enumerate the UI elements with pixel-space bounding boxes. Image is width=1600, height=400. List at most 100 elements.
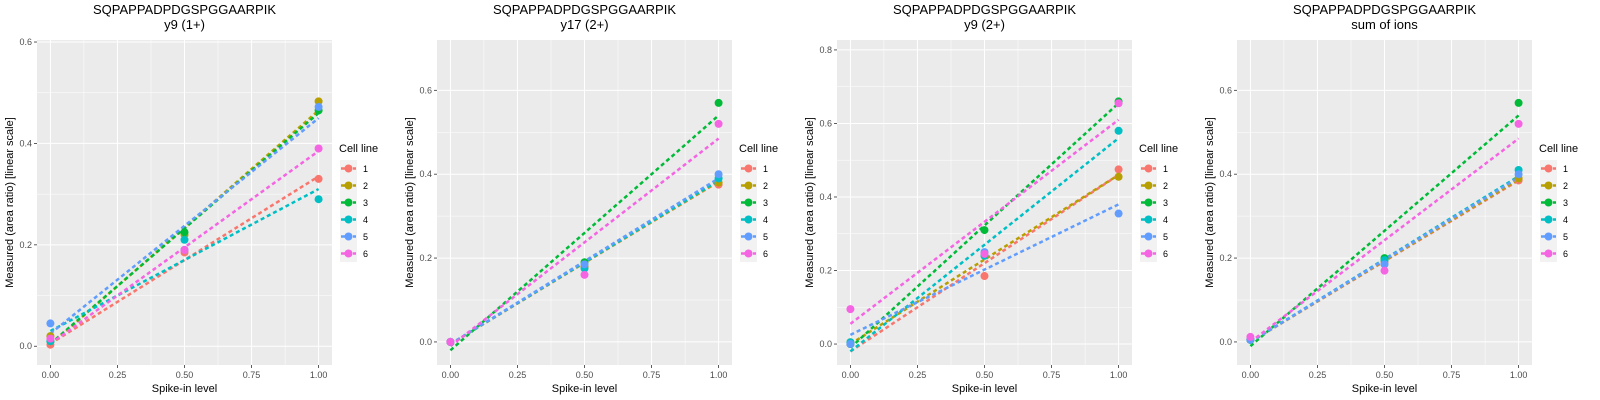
chart-title: SQPAPPADPDGSPGGAARPIK: [93, 2, 276, 17]
y-axis-label: Measured (area ratio) [linear scale]: [404, 117, 416, 288]
legend-point-1: [744, 164, 753, 173]
x-tick-label: 0.00: [442, 370, 460, 380]
x-tick-label: 0.00: [42, 370, 60, 380]
legend-point-4: [744, 215, 753, 224]
x-tick-label: 0.75: [1043, 370, 1061, 380]
y-tick-label: 0.2: [1219, 253, 1232, 263]
y-tick-label: 0.2: [19, 240, 32, 250]
x-tick-label: 0.75: [643, 370, 661, 380]
legend-label: 1: [1163, 164, 1168, 174]
x-tick-label: 0.25: [509, 370, 527, 380]
y-tick-label: 0.8: [819, 45, 832, 55]
chart-subtitle: y9 (1+): [164, 17, 205, 32]
fit-line-series-6: [449, 137, 720, 348]
fit-line-series-5: [849, 203, 1120, 336]
legend-label: 2: [1163, 181, 1168, 191]
legend-label: 5: [763, 232, 768, 242]
legend-point-6: [744, 249, 753, 258]
legend-title: Cell line: [339, 143, 378, 155]
legend-point-4: [344, 215, 353, 224]
legend-label: 3: [1563, 198, 1568, 208]
legend-label: 5: [1563, 232, 1568, 242]
y-tick-label: 0.6: [19, 37, 32, 47]
legend-point-5: [1544, 232, 1553, 241]
data-point-series-6: [180, 245, 189, 254]
x-tick-label: 0.00: [842, 370, 860, 380]
fit-line-series-6: [849, 118, 1120, 325]
legend-point-6: [1144, 249, 1153, 258]
data-point-series-5: [314, 102, 323, 111]
legend-label: 5: [1163, 232, 1168, 242]
data-point-series-5: [580, 260, 589, 269]
legend-point-3: [1544, 198, 1553, 207]
y-tick-label: 0.2: [419, 253, 432, 263]
fit-line-series-1: [49, 175, 320, 345]
y-tick-label: 0.0: [419, 337, 432, 347]
y-tick-label: 0.2: [819, 266, 832, 276]
chart-svg: 0.00 0.25 0.50 0.75 1.00 0.0 0.2 0.4 0.6 SQPAPPAD…: [4, 2, 378, 395]
legend-point-5: [344, 232, 353, 241]
legend-label: 2: [1563, 181, 1568, 191]
y-tick-label: 0.4: [419, 169, 432, 179]
legend-point-3: [344, 198, 353, 207]
legend-title: Cell line: [1539, 143, 1578, 155]
x-tick-label: 0.25: [1309, 370, 1327, 380]
chart-panel: 0.00 0.25 0.50 0.75 1.00 0.0 0.2 0.4 0.6 SQPAPPAD…: [0, 0, 400, 400]
data-point-series-6: [1114, 99, 1123, 108]
legend-point-1: [344, 164, 353, 173]
legend-label: 1: [1563, 164, 1568, 174]
fit-line-series-5: [49, 117, 320, 335]
y-tick-label: 0.0: [19, 341, 32, 351]
legend-point-3: [744, 198, 753, 207]
x-tick-label: 0.50: [976, 370, 994, 380]
legend-label: 4: [1563, 215, 1568, 225]
data-point-series-2: [1114, 172, 1123, 181]
legend-label: 3: [1163, 198, 1168, 208]
data-point-series-1: [1114, 165, 1123, 174]
legend-label: 2: [763, 181, 768, 191]
legend-point-1: [1144, 164, 1153, 173]
data-point-series-6: [980, 249, 989, 258]
chart-svg: 0.00 0.25 0.50 0.75 1.00 0.0 0.2 0.4 0.6 SQPAPPAD…: [1204, 2, 1578, 395]
y-tick-label: 0.4: [819, 192, 832, 202]
chart-subtitle: y17 (2+): [560, 17, 608, 32]
x-tick-label: 0.25: [109, 370, 127, 380]
data-point-series-4: [180, 235, 189, 244]
fit-line-series-3: [849, 102, 1120, 349]
fit-line-series-6: [49, 150, 320, 345]
legend-point-1: [1544, 164, 1553, 173]
data-point-series-5: [1380, 260, 1389, 269]
legend-point-5: [1144, 232, 1153, 241]
data-point-series-5: [846, 340, 855, 349]
data-point-series-2: [314, 97, 323, 106]
data-point-series-6: [1246, 332, 1255, 341]
legend-label: 3: [763, 198, 768, 208]
chart-panel: 0.00 0.25 0.50 0.75 1.00 0.0 0.2 0.4 0.6 SQPAPPAD…: [1200, 0, 1600, 400]
data-point-series-5: [46, 319, 55, 328]
chart-title: SQPAPPADPDGSPGGAARPIK: [893, 2, 1076, 17]
legend-point-6: [1544, 249, 1553, 258]
legend-title: Cell line: [1139, 143, 1178, 155]
x-tick-label: 1.00: [1510, 370, 1528, 380]
data-point-series-6: [1514, 119, 1523, 128]
y-axis-label: Measured (area ratio) [linear scale]: [4, 117, 16, 288]
y-tick-label: 0.6: [819, 118, 832, 128]
data-point-series-3: [180, 228, 189, 237]
x-tick-label: 1.00: [1110, 370, 1128, 380]
data-point-series-5: [1114, 209, 1123, 218]
legend-point-3: [1144, 198, 1153, 207]
legend-point-2: [344, 181, 353, 190]
y-tick-label: 0.4: [19, 138, 32, 148]
chart-title: SQPAPPADPDGSPGGAARPIK: [493, 2, 676, 17]
legend-label: 4: [763, 215, 768, 225]
data-point-series-4: [1114, 126, 1123, 135]
legend-point-2: [1544, 181, 1553, 190]
data-point-series-3: [980, 226, 989, 235]
y-tick-label: 0.4: [1219, 169, 1232, 179]
data-point-series-5: [714, 170, 723, 179]
x-tick-label: 1.00: [310, 370, 328, 380]
legend-label: 2: [363, 181, 368, 191]
data-point-series-1: [980, 272, 989, 281]
legend-point-2: [744, 181, 753, 190]
